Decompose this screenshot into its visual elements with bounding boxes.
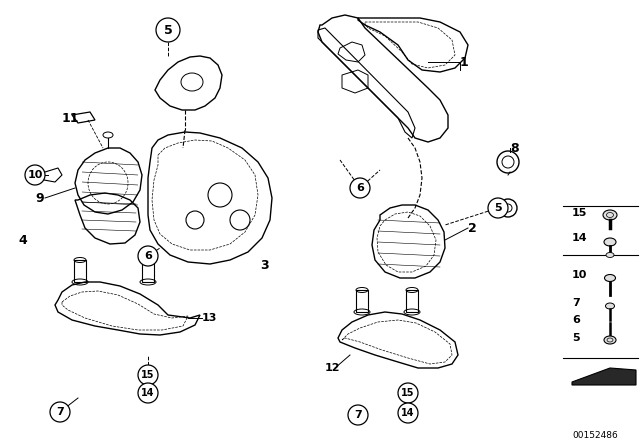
Text: 00152486: 00152486 — [572, 431, 618, 439]
Text: 11: 11 — [62, 112, 79, 125]
Circle shape — [156, 18, 180, 42]
Text: 13: 13 — [202, 313, 218, 323]
Text: 10: 10 — [572, 270, 588, 280]
Text: 6: 6 — [572, 315, 580, 325]
Circle shape — [488, 198, 508, 218]
Text: 1: 1 — [460, 56, 468, 69]
Text: 10: 10 — [28, 170, 43, 180]
Circle shape — [398, 403, 418, 423]
Ellipse shape — [605, 275, 616, 281]
Ellipse shape — [603, 210, 617, 220]
Text: 15: 15 — [572, 208, 588, 218]
Text: 8: 8 — [510, 142, 518, 155]
Text: 14: 14 — [401, 408, 415, 418]
Ellipse shape — [604, 336, 616, 344]
Polygon shape — [572, 368, 636, 385]
Ellipse shape — [605, 303, 614, 309]
Circle shape — [50, 402, 70, 422]
Text: 4: 4 — [18, 233, 27, 246]
Ellipse shape — [606, 253, 614, 258]
Text: 5: 5 — [572, 333, 580, 343]
Ellipse shape — [604, 238, 616, 246]
Text: 14: 14 — [572, 233, 588, 243]
Text: 5: 5 — [164, 23, 172, 36]
Text: 2: 2 — [468, 221, 477, 234]
Circle shape — [138, 365, 158, 385]
Circle shape — [25, 165, 45, 185]
Circle shape — [398, 383, 418, 403]
Text: 7: 7 — [354, 410, 362, 420]
Text: 15: 15 — [141, 370, 155, 380]
Text: 3: 3 — [260, 258, 269, 271]
Text: 7: 7 — [572, 298, 580, 308]
Text: 7: 7 — [56, 407, 64, 417]
Text: 15: 15 — [401, 388, 415, 398]
Text: 5: 5 — [494, 203, 502, 213]
Text: 14: 14 — [141, 388, 155, 398]
Text: 6: 6 — [356, 183, 364, 193]
Text: 12: 12 — [325, 363, 340, 373]
Circle shape — [348, 405, 368, 425]
Circle shape — [138, 246, 158, 266]
Circle shape — [350, 178, 370, 198]
Circle shape — [138, 383, 158, 403]
Text: 9: 9 — [35, 191, 44, 204]
Text: 6: 6 — [144, 251, 152, 261]
